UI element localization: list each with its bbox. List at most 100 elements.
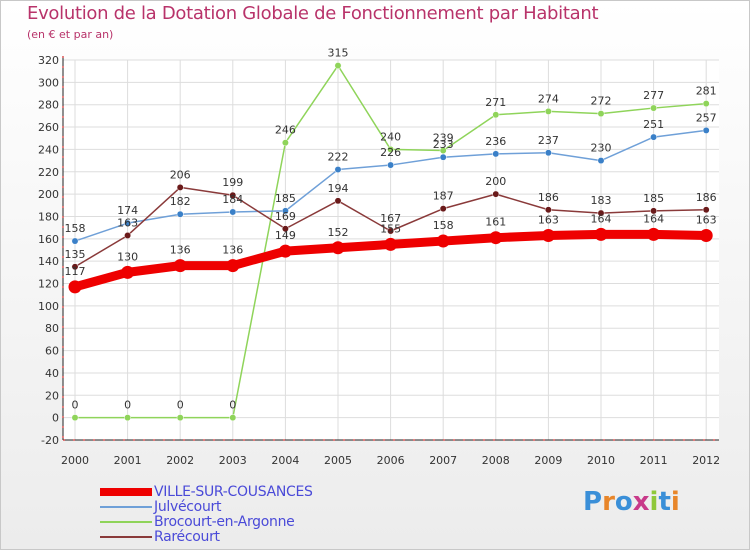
x-tick-label: 2009 xyxy=(534,454,562,467)
data-point-rar-court xyxy=(124,232,132,239)
data-label-brocourt-en-argonne: 0 xyxy=(72,399,79,412)
x-tick-label: 2008 xyxy=(482,454,510,467)
data-label-julv-court: 182 xyxy=(170,195,191,208)
y-tick-label: 240 xyxy=(38,143,59,156)
data-label-ville-sur-cousances: 158 xyxy=(433,219,454,232)
y-tick-label: 180 xyxy=(38,210,59,223)
data-point-brocourt-en-argonne xyxy=(387,145,395,153)
data-label-julv-court: 233 xyxy=(433,138,454,151)
data-point-rar-court xyxy=(176,183,184,191)
data-label-julv-court: 236 xyxy=(485,135,506,148)
data-point-julv-court xyxy=(387,161,395,169)
data-point-julv-court xyxy=(229,208,237,216)
data-label-julv-court: 257 xyxy=(696,111,717,124)
data-label-rar-court: 199 xyxy=(222,176,243,189)
data-point-ville-sur-cousances xyxy=(68,280,82,294)
data-point-brocourt-en-argonne xyxy=(597,110,605,118)
data-point-ville-sur-cousances xyxy=(173,259,187,273)
data-label-ville-sur-cousances: 117 xyxy=(65,265,86,278)
data-label-rar-court: 135 xyxy=(65,248,86,261)
y-tick-label: -20 xyxy=(41,434,59,447)
data-label-ville-sur-cousances: 155 xyxy=(380,222,401,235)
data-point-ville-sur-cousances xyxy=(121,265,135,279)
axis-layer: -20 0 20 40 60 80 100 120 140 160 180 200 220 240 260 2… xyxy=(38,54,720,467)
x-tick-label: 2011 xyxy=(640,454,668,467)
data-label-ville-sur-cousances: 164 xyxy=(643,212,664,225)
y-tick-label: 220 xyxy=(38,166,59,179)
data-point-brocourt-en-argonne xyxy=(71,414,79,422)
data-point-rar-court xyxy=(702,206,710,214)
data-point-julv-court xyxy=(597,157,605,165)
data-label-brocourt-en-argonne: 281 xyxy=(696,85,717,98)
data-label-rar-court: 194 xyxy=(328,182,349,195)
data-label-julv-court: 230 xyxy=(591,142,612,155)
data-label-ville-sur-cousances: 164 xyxy=(591,212,612,225)
data-point-brocourt-en-argonne xyxy=(176,414,184,422)
y-tick-label: 200 xyxy=(38,188,59,201)
y-tick-label: 100 xyxy=(38,300,59,313)
x-tick-label: 2004 xyxy=(271,454,299,467)
y-tick-label: 0 xyxy=(52,412,59,425)
logo-letter: o xyxy=(614,487,633,517)
data-label-julv-court: 222 xyxy=(328,151,349,164)
y-tick-label: 300 xyxy=(38,76,59,89)
data-point-rar-court xyxy=(281,225,289,233)
data-label-julv-court: 226 xyxy=(380,146,401,159)
label-layer: 0 0 0 0 246 315 240 239 271 274 272 277 281 158 174 182… xyxy=(65,47,717,412)
data-label-rar-court: 206 xyxy=(170,168,191,181)
data-point-ville-sur-cousances xyxy=(647,227,661,241)
legend-swatch xyxy=(100,521,152,523)
logo-letter: i xyxy=(649,487,659,517)
legend-label: Rarécourt xyxy=(154,529,220,545)
x-tick-label: 2007 xyxy=(429,454,457,467)
data-label-brocourt-en-argonne: 0 xyxy=(124,399,131,412)
data-point-ville-sur-cousances xyxy=(541,228,555,242)
data-label-brocourt-en-argonne: 0 xyxy=(177,399,184,412)
data-label-rar-court: 163 xyxy=(117,216,138,229)
data-point-julv-court xyxy=(124,219,132,227)
legend-label: Julvécourt xyxy=(154,499,222,515)
logo-letter: r xyxy=(602,487,615,517)
logo-letter: i xyxy=(670,487,680,517)
data-point-rar-court xyxy=(597,209,605,217)
data-point-rar-court xyxy=(387,227,395,235)
x-tick-label: 2003 xyxy=(219,454,247,467)
data-label-rar-court: 167 xyxy=(380,212,401,225)
y-tick-label: 120 xyxy=(38,278,59,291)
data-label-rar-court: 186 xyxy=(538,191,559,204)
legend-swatch xyxy=(100,536,152,538)
data-point-brocourt-en-argonne xyxy=(650,104,658,112)
data-label-ville-sur-cousances: 149 xyxy=(275,229,296,242)
data-point-brocourt-en-argonne xyxy=(124,414,132,422)
data-point-rar-court xyxy=(229,191,237,199)
y-tick-label: 60 xyxy=(45,345,59,358)
x-tick-label: 2000 xyxy=(61,454,89,467)
data-point-rar-court xyxy=(650,207,658,215)
y-tick-label: 140 xyxy=(38,255,59,268)
y-tick-label: 260 xyxy=(38,121,59,134)
data-label-ville-sur-cousances: 130 xyxy=(117,250,138,263)
data-label-julv-court: 185 xyxy=(275,192,296,205)
logo-letter: t xyxy=(658,487,671,517)
data-label-ville-sur-cousances: 161 xyxy=(485,216,506,229)
data-point-ville-sur-cousances xyxy=(278,244,292,258)
logo-letter: P xyxy=(583,487,603,517)
data-point-julv-court xyxy=(544,149,552,157)
y-tick-label: 20 xyxy=(45,389,59,402)
data-point-julv-court xyxy=(702,126,710,134)
series-layer xyxy=(68,62,713,422)
data-point-rar-court xyxy=(439,205,447,213)
data-point-brocourt-en-argonne xyxy=(439,147,447,154)
data-point-julv-court xyxy=(650,133,658,141)
x-tick-label: 2005 xyxy=(324,454,352,467)
data-point-julv-court xyxy=(71,237,79,245)
data-label-brocourt-en-argonne: 246 xyxy=(275,124,296,137)
data-point-rar-court xyxy=(71,263,79,271)
data-point-ville-sur-cousances xyxy=(594,227,608,241)
data-point-rar-court xyxy=(334,197,342,205)
data-point-julv-court xyxy=(334,166,342,173)
data-point-ville-sur-cousances xyxy=(489,231,503,245)
x-tick-label: 2002 xyxy=(166,454,194,467)
data-point-rar-court xyxy=(544,206,552,214)
